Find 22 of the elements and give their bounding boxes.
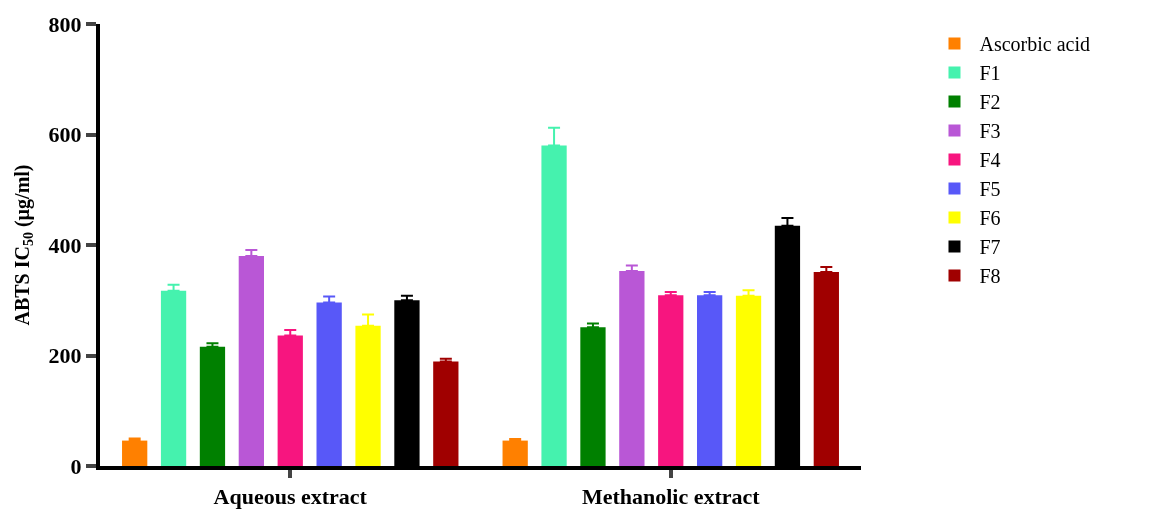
legend-label: F3 bbox=[979, 120, 1001, 143]
bar bbox=[697, 295, 723, 466]
bar bbox=[502, 440, 528, 466]
y-tick-label: 400 bbox=[48, 232, 82, 258]
legend-label: F4 bbox=[979, 149, 1001, 172]
legend-label: F1 bbox=[979, 62, 1001, 85]
y-tick-label: 200 bbox=[48, 343, 82, 369]
legend-label: F2 bbox=[979, 91, 1001, 114]
legend-label: F7 bbox=[979, 236, 1001, 259]
bar bbox=[658, 295, 684, 466]
y-tick-label: 600 bbox=[48, 122, 82, 148]
x-tick-label: Methanolic extract bbox=[581, 484, 761, 510]
bar bbox=[433, 361, 459, 466]
legend-label: Ascorbic acid bbox=[979, 33, 1091, 56]
x-tick-label: Aqueous extract bbox=[213, 484, 368, 510]
y-tick-label: 0 bbox=[70, 453, 82, 479]
y-tick-label: 800 bbox=[48, 11, 82, 37]
bar bbox=[199, 346, 226, 466]
legend-label: F5 bbox=[979, 178, 1001, 201]
bar bbox=[122, 440, 148, 466]
legend-label: F8 bbox=[979, 265, 1001, 288]
legend-label: F6 bbox=[979, 207, 1001, 230]
